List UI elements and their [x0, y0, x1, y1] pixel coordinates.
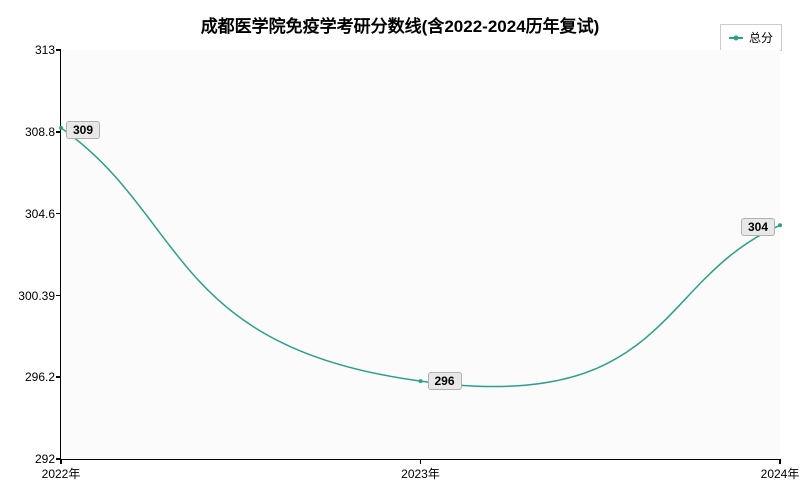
legend-marker — [729, 37, 743, 39]
line-path — [61, 50, 780, 459]
data-point-label: 304 — [741, 218, 775, 236]
chart-container: 成都医学院免疫学考研分数线(含2022-2024历年复试) 总分 292296.… — [0, 0, 800, 500]
data-point-label: 296 — [427, 372, 461, 390]
data-point-label: 309 — [66, 121, 100, 139]
y-tick-mark — [56, 376, 61, 378]
legend-label: 总分 — [749, 29, 773, 46]
plot-area: 292296.2300.39304.6308.83132022年2023年202… — [60, 50, 780, 460]
y-tick-mark — [56, 213, 61, 215]
y-tick-mark — [56, 295, 61, 297]
x-tick-mark — [60, 459, 62, 464]
y-tick-mark — [56, 49, 61, 51]
legend: 总分 — [720, 24, 782, 51]
y-tick-mark — [56, 131, 61, 133]
x-tick-mark — [779, 459, 781, 464]
chart-title: 成都医学院免疫学考研分数线(含2022-2024历年复试) — [0, 12, 800, 37]
x-tick-mark — [420, 459, 422, 464]
y-tick-label: 300.39 — [18, 289, 61, 303]
